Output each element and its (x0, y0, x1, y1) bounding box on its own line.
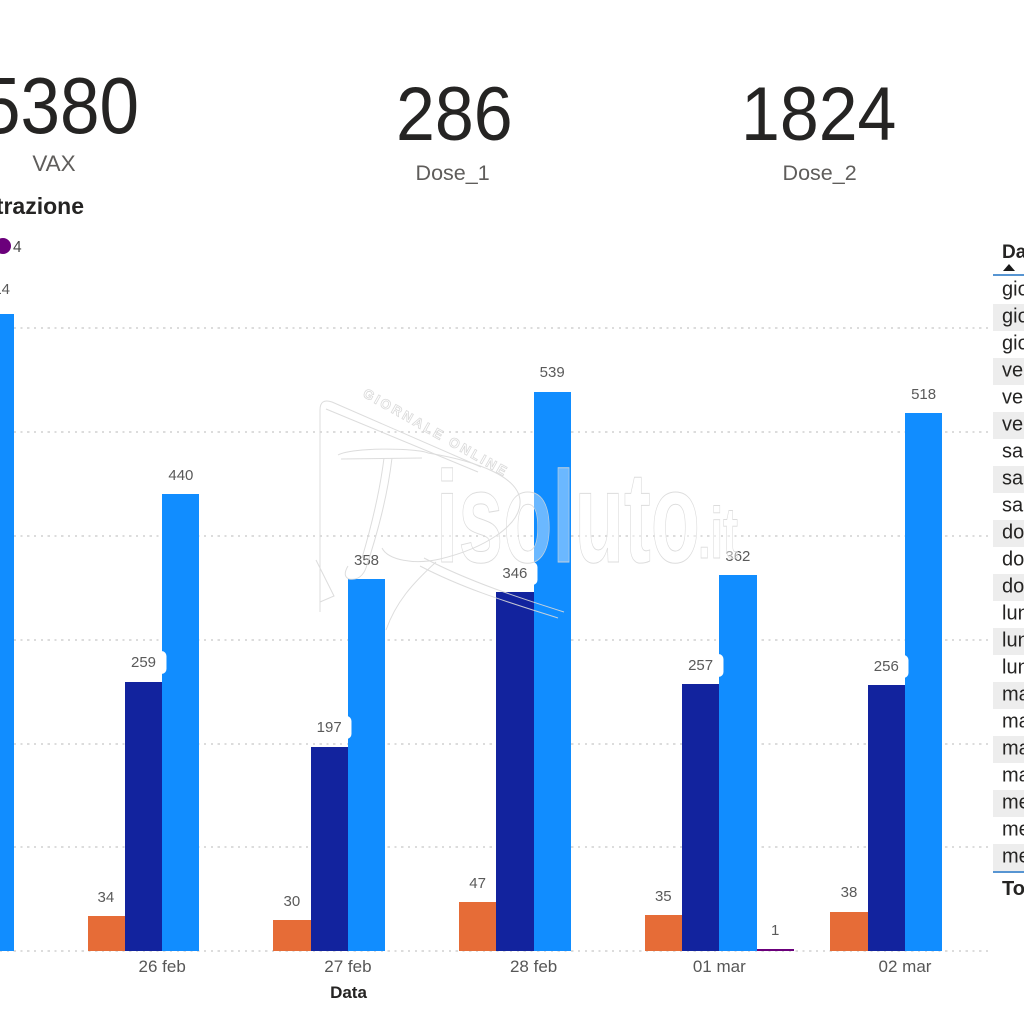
svg-text:isoluto: isoluto (436, 444, 700, 590)
svg-text:.it: .it (698, 494, 738, 574)
